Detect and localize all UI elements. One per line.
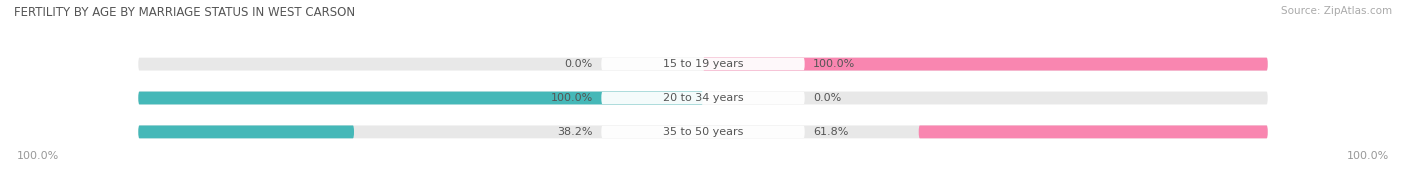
FancyBboxPatch shape <box>703 58 1268 71</box>
Text: 35 to 50 years: 35 to 50 years <box>662 127 744 137</box>
Text: FERTILITY BY AGE BY MARRIAGE STATUS IN WEST CARSON: FERTILITY BY AGE BY MARRIAGE STATUS IN W… <box>14 6 356 19</box>
Text: 0.0%: 0.0% <box>565 59 593 69</box>
FancyBboxPatch shape <box>918 125 1268 138</box>
Text: 0.0%: 0.0% <box>813 93 841 103</box>
Text: 100.0%: 100.0% <box>17 151 59 161</box>
Text: 61.8%: 61.8% <box>813 127 848 137</box>
FancyBboxPatch shape <box>602 126 804 138</box>
FancyBboxPatch shape <box>138 92 703 104</box>
FancyBboxPatch shape <box>138 58 1268 71</box>
FancyBboxPatch shape <box>138 125 354 138</box>
FancyBboxPatch shape <box>602 92 804 104</box>
Text: Source: ZipAtlas.com: Source: ZipAtlas.com <box>1281 6 1392 16</box>
FancyBboxPatch shape <box>602 58 804 70</box>
Text: 100.0%: 100.0% <box>813 59 855 69</box>
Text: 100.0%: 100.0% <box>1347 151 1389 161</box>
Text: 100.0%: 100.0% <box>551 93 593 103</box>
FancyBboxPatch shape <box>138 125 1268 138</box>
Text: 15 to 19 years: 15 to 19 years <box>662 59 744 69</box>
Text: 20 to 34 years: 20 to 34 years <box>662 93 744 103</box>
FancyBboxPatch shape <box>138 92 1268 104</box>
Text: 38.2%: 38.2% <box>557 127 593 137</box>
